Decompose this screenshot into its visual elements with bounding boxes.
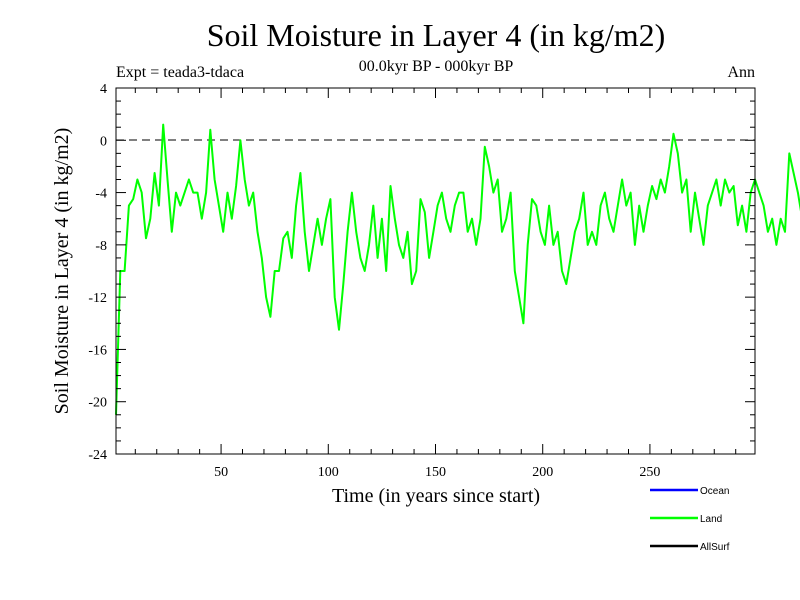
legend-label-ocean: Ocean <box>700 486 729 497</box>
experiment-label: Expt = teada3-tdaca <box>116 64 244 81</box>
y-tick-label: -24 <box>88 448 107 463</box>
plot-area: -24 -20 -16 -12 -8 -4 0 4 50 100 150 200 250 <box>88 82 800 480</box>
y-tick-label: 0 <box>100 134 107 149</box>
y-tick-label: -8 <box>95 239 107 254</box>
series-line-land <box>115 123 800 415</box>
legend-label-land: Land <box>700 514 722 525</box>
series-layer <box>115 123 800 415</box>
chart-subtitle: 00.0kyr BP - 000kyr BP <box>359 58 514 75</box>
x-axis-label: Time (in years since start) <box>332 485 540 507</box>
x-tick-label: 100 <box>318 465 339 480</box>
chart-title: Soil Moisture in Layer 4 (in kg/m2) <box>207 17 666 53</box>
x-tick-label: 200 <box>532 465 553 480</box>
legend: Ocean Land AllSurf <box>650 486 730 553</box>
y-axis-label: Soil Moisture in Layer 4 (in kg/m2) <box>51 128 73 415</box>
y-tick-label: -12 <box>88 291 107 306</box>
x-tick-label: 250 <box>639 465 660 480</box>
y-tick-label: -20 <box>88 396 107 411</box>
x-tick-label: 150 <box>425 465 446 480</box>
legend-label-allsurf: AllSurf <box>700 542 730 553</box>
y-tick-label: -4 <box>95 187 107 202</box>
y-tick-label: 4 <box>100 82 107 97</box>
x-tick-label: 50 <box>214 465 228 480</box>
ticks-layer: -24 -20 -16 -12 -8 -4 0 4 50 100 150 200 250 <box>88 82 755 480</box>
y-tick-label: -16 <box>88 343 107 358</box>
season-label: Ann <box>727 64 755 81</box>
